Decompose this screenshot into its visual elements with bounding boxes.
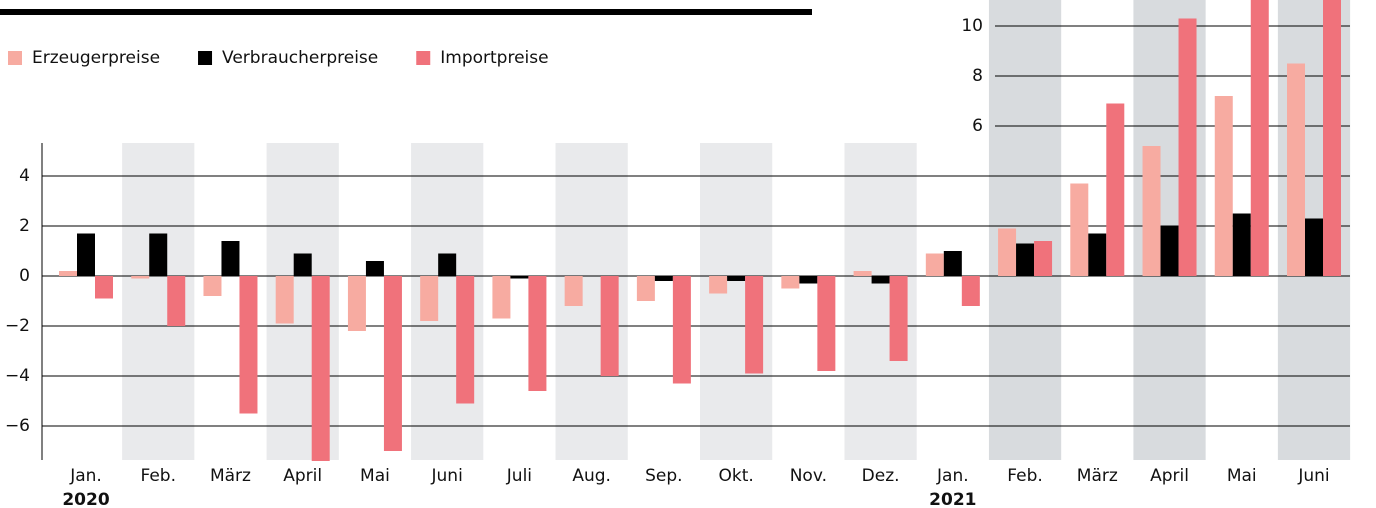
legend-swatch <box>416 51 431 65</box>
bar <box>1142 146 1161 276</box>
bar <box>347 276 366 331</box>
bar <box>709 276 728 294</box>
bar <box>564 276 583 306</box>
y-tick-label: 10 <box>961 16 983 36</box>
x-tick-label: Feb. <box>1007 466 1043 486</box>
bar <box>510 276 529 279</box>
bar <box>149 233 168 276</box>
x-tick-label: Juni <box>1297 466 1329 486</box>
x-tick-label: Juli <box>506 466 532 486</box>
x-tick-label: Mai <box>1227 466 1257 486</box>
y-tick-label: 2 <box>19 216 30 236</box>
bar <box>492 276 511 319</box>
bar <box>311 276 330 461</box>
x-tick-label: März <box>210 466 251 486</box>
bar <box>528 276 547 391</box>
bar <box>727 276 746 281</box>
bar <box>1034 241 1053 276</box>
legend-swatch <box>8 51 22 65</box>
bar <box>1160 226 1179 276</box>
bar <box>600 276 619 376</box>
bar <box>889 276 908 361</box>
y-tick-label: −2 <box>5 316 30 336</box>
y-tick-label: 0 <box>19 266 30 286</box>
bar <box>293 253 312 276</box>
bar <box>1214 96 1233 276</box>
bar <box>1287 63 1305 276</box>
bar <box>59 271 77 276</box>
bar <box>221 241 240 276</box>
bar <box>943 251 962 276</box>
x-tick-label: Juni <box>431 466 463 486</box>
x-tick-label: März <box>1077 466 1118 486</box>
x-tick-label: Nov. <box>790 466 827 486</box>
year-label: 2020 <box>62 490 109 508</box>
bar <box>365 261 384 276</box>
bar <box>77 233 95 276</box>
bar <box>799 276 818 284</box>
bar <box>1323 0 1341 276</box>
bar <box>745 276 764 374</box>
x-tick-label: April <box>1150 466 1189 486</box>
bar <box>203 276 222 296</box>
bar <box>1178 18 1197 276</box>
title-bar <box>0 9 812 15</box>
x-tick-label: Jan. <box>69 466 102 486</box>
x-tick-label: Feb. <box>140 466 176 486</box>
bar <box>95 276 113 299</box>
bar <box>275 276 294 324</box>
bar <box>871 276 890 284</box>
bar <box>131 276 150 279</box>
bar <box>1070 183 1089 276</box>
bar <box>961 276 980 306</box>
y-tick-label: 4 <box>19 166 30 186</box>
bar <box>167 276 186 326</box>
y-tick-label: −6 <box>5 416 30 436</box>
bar <box>925 253 944 276</box>
bar <box>1088 233 1107 276</box>
bar <box>1250 0 1269 276</box>
y-tick-label: 8 <box>972 66 983 86</box>
bar <box>998 228 1017 276</box>
bar <box>383 276 402 451</box>
bar <box>1016 243 1035 276</box>
y-tick-label: 6 <box>972 116 983 136</box>
year-label: 2021 <box>929 490 976 508</box>
x-tick-label: Sep. <box>645 466 682 486</box>
bar <box>420 276 439 321</box>
bar <box>1232 213 1251 276</box>
bar <box>636 276 655 301</box>
x-tick-label: April <box>283 466 322 486</box>
bar <box>853 271 872 276</box>
legend-label: Verbraucherpreise <box>222 48 378 68</box>
bar <box>654 276 673 281</box>
bar <box>456 276 475 404</box>
legend-label: Erzeugerpreise <box>32 48 160 68</box>
bar <box>672 276 691 384</box>
bar <box>781 276 800 289</box>
bar <box>438 253 457 276</box>
x-tick-label: Mai <box>360 466 390 486</box>
bar <box>1305 218 1323 276</box>
bar <box>1106 103 1125 276</box>
x-tick-label: Aug. <box>572 466 611 486</box>
legend-label: Importpreise <box>440 48 548 68</box>
bar <box>817 276 836 371</box>
x-tick-label: Okt. <box>718 466 753 486</box>
x-tick-label: Dez. <box>862 466 900 486</box>
y-tick-label: −4 <box>5 366 30 386</box>
legend-swatch <box>198 51 213 65</box>
x-tick-label: Jan. <box>936 466 969 486</box>
bar <box>239 276 258 414</box>
